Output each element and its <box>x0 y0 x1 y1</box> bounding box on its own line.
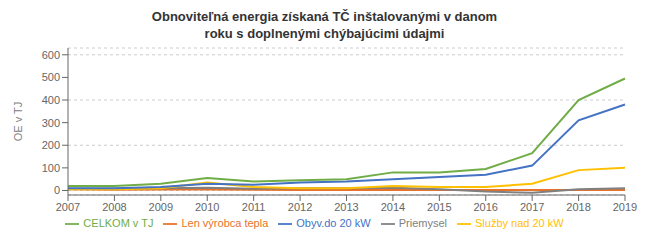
svg-text:2018: 2018 <box>566 201 590 213</box>
svg-text:300: 300 <box>42 117 60 129</box>
html-text:roku s doplnenými chýbajúcimi: roku s doplnenými chýbajúcimi údajmi <box>204 26 445 41</box>
svg-text:2016: 2016 <box>474 201 498 213</box>
svg-text:500: 500 <box>42 71 60 83</box>
svg-text:2007: 2007 <box>56 201 80 213</box>
html-text:Obyv.do 20 kW: Obyv.do 20 kW <box>296 217 371 229</box>
svg-text:2009: 2009 <box>149 201 173 213</box>
svg-text:200: 200 <box>42 139 60 151</box>
svg-text:2013: 2013 <box>334 201 358 213</box>
svg-text:600: 600 <box>42 49 60 61</box>
svg-text:0: 0 <box>54 184 60 196</box>
svg-text:2012: 2012 <box>288 201 312 213</box>
svg-text:2011: 2011 <box>242 201 266 213</box>
html-text:Priemysel: Priemysel <box>398 217 447 229</box>
svg-text:2015: 2015 <box>427 201 451 213</box>
html-text:Služby nad 20 kW: Služby nad 20 kW <box>475 217 564 229</box>
html-text:Obnoviteľná energia získaná TČ: Obnoviteľná energia získaná TČ inštalova… <box>151 9 498 24</box>
svg-text:OE v TJ: OE v TJ <box>12 102 24 142</box>
svg-text:100: 100 <box>42 162 60 174</box>
svg-text:2017: 2017 <box>520 201 544 213</box>
html-text:Len výrobca tepla: Len výrobca tepla <box>181 217 269 229</box>
svg-text:2014: 2014 <box>381 201 405 213</box>
svg-text:400: 400 <box>42 94 60 106</box>
svg-text:2008: 2008 <box>102 201 126 213</box>
html-text:CELKOM v TJ: CELKOM v TJ <box>83 217 154 229</box>
svg-text:2010: 2010 <box>195 201 219 213</box>
svg-text:2019: 2019 <box>613 201 637 213</box>
